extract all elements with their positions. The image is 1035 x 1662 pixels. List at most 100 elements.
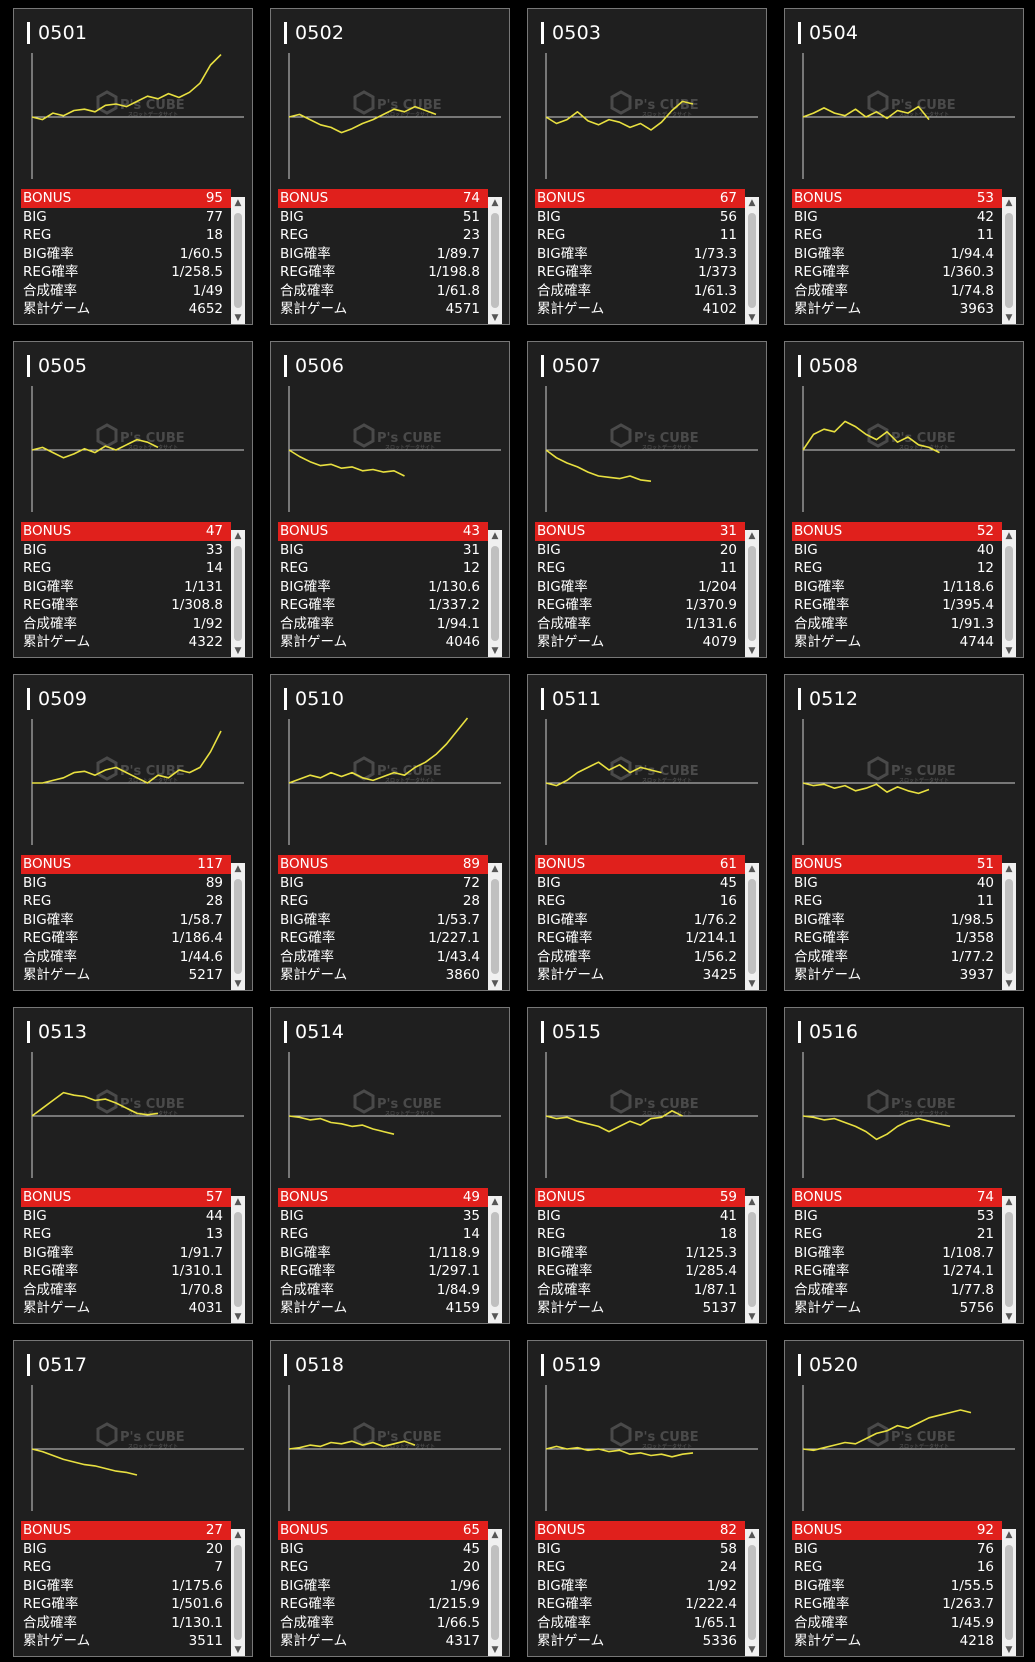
stats-scrollbar[interactable]: ▲ ▼ [1002,863,1016,990]
stats-scrollbar[interactable]: ▲ ▼ [231,1196,245,1323]
scroll-thumb[interactable] [1005,1545,1013,1640]
scroll-up-arrow-icon[interactable]: ▲ [748,198,756,208]
scroll-down-arrow-icon[interactable]: ▼ [748,1312,756,1322]
scroll-thumb[interactable] [491,1545,499,1640]
machine-card-0501[interactable]: 0501 P's CUBE スロットデータサイト BONUS 95 BIG 77 REG 18 B… [13,8,253,325]
machine-card-0516[interactable]: 0516 P's CUBE スロットデータサイト BONUS 74 BIG 53 REG 21 B… [784,1007,1024,1324]
scroll-up-arrow-icon[interactable]: ▲ [234,531,242,541]
stats-scrollbar[interactable]: ▲ ▼ [231,197,245,324]
machine-card-0507[interactable]: 0507 P's CUBE スロットデータサイト BONUS 31 BIG 20 REG 11 B… [527,341,767,658]
stats-scrollbar[interactable]: ▲ ▼ [745,1196,759,1323]
scroll-up-arrow-icon[interactable]: ▲ [234,1197,242,1207]
scroll-down-arrow-icon[interactable]: ▼ [491,646,499,656]
scroll-up-arrow-icon[interactable]: ▲ [1005,1197,1013,1207]
stats-scrollbar[interactable]: ▲ ▼ [1002,530,1016,657]
machine-card-0513[interactable]: 0513 P's CUBE スロットデータサイト BONUS 57 BIG 44 REG 13 B… [13,1007,253,1324]
scroll-up-arrow-icon[interactable]: ▲ [491,1197,499,1207]
scroll-up-arrow-icon[interactable]: ▲ [491,1530,499,1540]
scroll-thumb[interactable] [234,1545,242,1640]
scroll-up-arrow-icon[interactable]: ▲ [1005,1530,1013,1540]
scroll-up-arrow-icon[interactable]: ▲ [234,1530,242,1540]
scroll-down-arrow-icon[interactable]: ▼ [491,979,499,989]
machine-card-0504[interactable]: 0504 P's CUBE スロットデータサイト BONUS 53 BIG 42 REG 11 B… [784,8,1024,325]
scroll-thumb[interactable] [748,1212,756,1307]
machine-card-0510[interactable]: 0510 P's CUBE スロットデータサイト BONUS 89 BIG 72 REG 28 B… [270,674,510,991]
machine-card-0503[interactable]: 0503 P's CUBE スロットデータサイト BONUS 67 BIG 56 REG 11 B… [527,8,767,325]
machine-card-0509[interactable]: 0509 P's CUBE スロットデータサイト BONUS 117 BIG 89 REG 28… [13,674,253,991]
stats-scrollbar[interactable]: ▲ ▼ [745,530,759,657]
stats-scrollbar[interactable]: ▲ ▼ [488,530,502,657]
scroll-down-arrow-icon[interactable]: ▼ [234,313,242,323]
stats-scrollbar[interactable]: ▲ ▼ [745,197,759,324]
machine-card-0506[interactable]: 0506 P's CUBE スロットデータサイト BONUS 43 BIG 31 REG 12 B… [270,341,510,658]
machine-card-0520[interactable]: 0520 P's CUBE スロットデータサイト BONUS 92 BIG 76 REG 16 B… [784,1340,1024,1657]
scroll-down-arrow-icon[interactable]: ▼ [748,646,756,656]
stats-scrollbar[interactable]: ▲ ▼ [745,1529,759,1656]
scroll-down-arrow-icon[interactable]: ▼ [1005,1645,1013,1655]
scroll-thumb[interactable] [491,1212,499,1307]
stats-scrollbar[interactable]: ▲ ▼ [1002,1196,1016,1323]
scroll-up-arrow-icon[interactable]: ▲ [491,531,499,541]
scroll-down-arrow-icon[interactable]: ▼ [748,1645,756,1655]
scroll-up-arrow-icon[interactable]: ▲ [748,1530,756,1540]
machine-card-0505[interactable]: 0505 P's CUBE スロットデータサイト BONUS 47 BIG 33 REG 14 B… [13,341,253,658]
machine-card-0502[interactable]: 0502 P's CUBE スロットデータサイト BONUS 74 BIG 51 REG 23 B… [270,8,510,325]
scroll-thumb[interactable] [1005,546,1013,641]
stats-scrollbar[interactable]: ▲ ▼ [1002,197,1016,324]
machine-card-0511[interactable]: 0511 P's CUBE スロットデータサイト BONUS 61 BIG 45 REG 16 B… [527,674,767,991]
stats-scrollbar[interactable]: ▲ ▼ [488,1529,502,1656]
scroll-down-arrow-icon[interactable]: ▼ [491,1645,499,1655]
scroll-down-arrow-icon[interactable]: ▼ [234,646,242,656]
scroll-thumb[interactable] [234,1212,242,1307]
scroll-down-arrow-icon[interactable]: ▼ [1005,313,1013,323]
scroll-thumb[interactable] [491,879,499,974]
scroll-up-arrow-icon[interactable]: ▲ [1005,198,1013,208]
stats-scrollbar[interactable]: ▲ ▼ [231,530,245,657]
scroll-down-arrow-icon[interactable]: ▼ [491,1312,499,1322]
machine-card-0514[interactable]: 0514 P's CUBE スロットデータサイト BONUS 49 BIG 35 REG 14 B… [270,1007,510,1324]
machine-card-0512[interactable]: 0512 P's CUBE スロットデータサイト BONUS 51 BIG 40 REG 11 B… [784,674,1024,991]
machine-card-0519[interactable]: 0519 P's CUBE スロットデータサイト BONUS 82 BIG 58 REG 24 B… [527,1340,767,1657]
scroll-down-arrow-icon[interactable]: ▼ [1005,979,1013,989]
scroll-thumb[interactable] [748,1545,756,1640]
machine-card-0517[interactable]: 0517 P's CUBE スロットデータサイト BONUS 27 BIG 20 REG 7 BI… [13,1340,253,1657]
scroll-thumb[interactable] [748,879,756,974]
scroll-thumb[interactable] [491,213,499,308]
scroll-thumb[interactable] [491,546,499,641]
scroll-down-arrow-icon[interactable]: ▼ [234,1645,242,1655]
scroll-up-arrow-icon[interactable]: ▲ [234,864,242,874]
machine-card-0518[interactable]: 0518 P's CUBE スロットデータサイト BONUS 65 BIG 45 REG 20 B… [270,1340,510,1657]
scroll-thumb[interactable] [1005,213,1013,308]
scroll-thumb[interactable] [234,546,242,641]
scroll-up-arrow-icon[interactable]: ▲ [491,864,499,874]
scroll-up-arrow-icon[interactable]: ▲ [748,864,756,874]
scroll-thumb[interactable] [234,213,242,308]
scroll-down-arrow-icon[interactable]: ▼ [1005,646,1013,656]
scroll-down-arrow-icon[interactable]: ▼ [491,313,499,323]
machine-card-0508[interactable]: 0508 P's CUBE スロットデータサイト BONUS 52 BIG 40 REG 12 B… [784,341,1024,658]
stats-scrollbar[interactable]: ▲ ▼ [1002,1529,1016,1656]
stats-scrollbar[interactable]: ▲ ▼ [745,863,759,990]
scroll-thumb[interactable] [234,879,242,974]
scroll-down-arrow-icon[interactable]: ▼ [1005,1312,1013,1322]
scroll-down-arrow-icon[interactable]: ▼ [748,979,756,989]
scroll-down-arrow-icon[interactable]: ▼ [234,1312,242,1322]
scroll-thumb[interactable] [1005,1212,1013,1307]
stats-scrollbar[interactable]: ▲ ▼ [231,863,245,990]
stats-scrollbar[interactable]: ▲ ▼ [488,197,502,324]
scroll-up-arrow-icon[interactable]: ▲ [1005,864,1013,874]
scroll-thumb[interactable] [748,546,756,641]
scroll-up-arrow-icon[interactable]: ▲ [748,1197,756,1207]
stats-scrollbar[interactable]: ▲ ▼ [488,1196,502,1323]
scroll-down-arrow-icon[interactable]: ▼ [234,979,242,989]
scroll-up-arrow-icon[interactable]: ▲ [748,531,756,541]
scroll-down-arrow-icon[interactable]: ▼ [748,313,756,323]
scroll-up-arrow-icon[interactable]: ▲ [1005,531,1013,541]
scroll-thumb[interactable] [748,213,756,308]
machine-card-0515[interactable]: 0515 P's CUBE スロットデータサイト BONUS 59 BIG 41 REG 18 B… [527,1007,767,1324]
stats-scrollbar[interactable]: ▲ ▼ [231,1529,245,1656]
scroll-up-arrow-icon[interactable]: ▲ [234,198,242,208]
scroll-thumb[interactable] [1005,879,1013,974]
scroll-up-arrow-icon[interactable]: ▲ [491,198,499,208]
stats-scrollbar[interactable]: ▲ ▼ [488,863,502,990]
